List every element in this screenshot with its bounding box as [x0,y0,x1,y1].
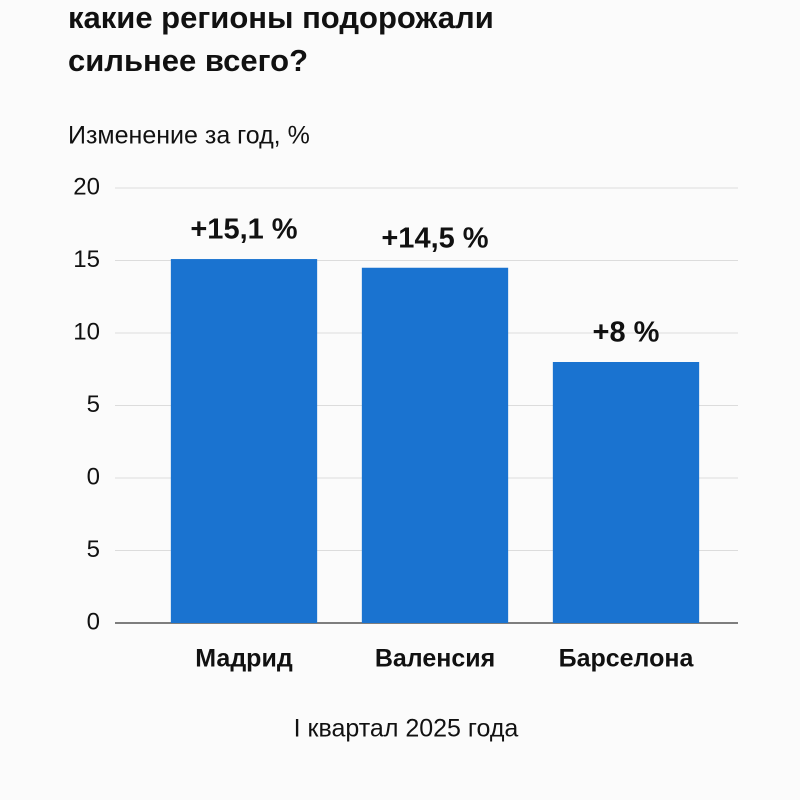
x-tick-label: Барселона [559,645,695,673]
y-tick-label: 0 [87,608,100,635]
chart-title: какие регионы подорожали [68,0,494,35]
bar [552,362,700,623]
y-tick-label: 10 [73,318,100,345]
y-tick-label: 20 [73,173,100,200]
bar [170,259,318,623]
chart-subtitle: Изменение за год, % [68,122,310,150]
value-label: +8 % [593,317,660,349]
y-tick-label: 15 [73,246,100,273]
y-tick-label: 5 [87,391,100,418]
value-label: +15,1 % [190,214,297,246]
y-tick-label: 0 [87,463,100,490]
y-tick-label: 5 [87,536,100,563]
x-tick-label: Мадрид [195,645,293,673]
x-tick-label: Валенсия [375,645,495,673]
value-label: +14,5 % [381,222,488,254]
chart-title: сильнее всего? [68,43,308,78]
bar [361,267,509,623]
x-axis-label: I квартал 2025 года [294,715,519,743]
